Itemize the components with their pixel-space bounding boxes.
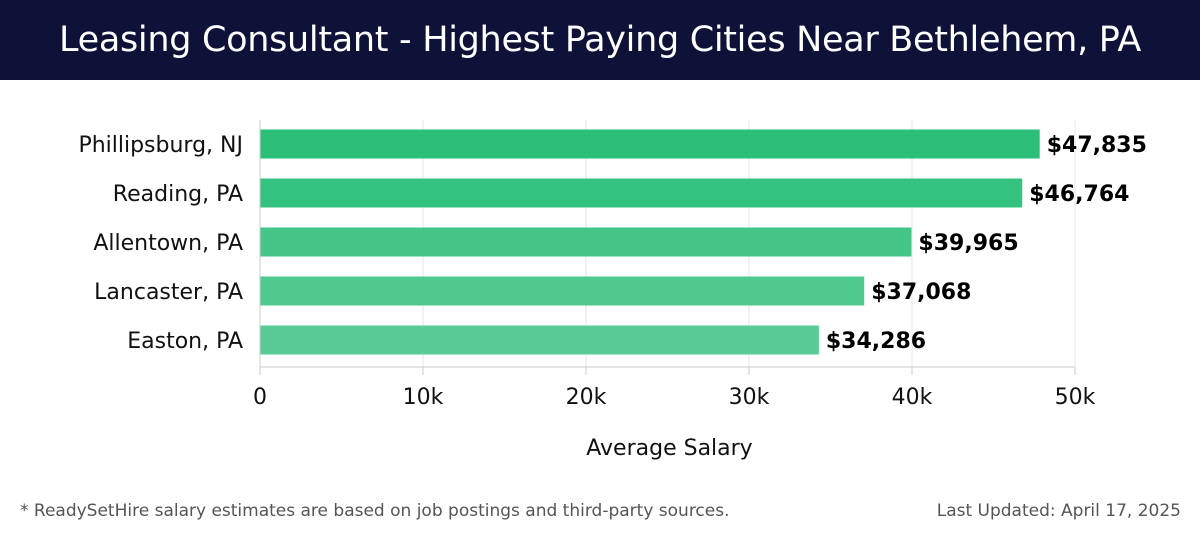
axes: 0 10k 20k 30k 40k 50k — [253, 120, 1096, 410]
bars — [260, 129, 1040, 355]
value-label: $39,965 — [918, 231, 1018, 256]
category-label: Phillipsburg, NJ — [78, 133, 243, 158]
labels: Phillipsburg, NJ $47,835 Reading, PA $46,76… — [78, 133, 1146, 354]
bar — [260, 325, 819, 355]
value-label: $46,764 — [1029, 182, 1129, 207]
category-label: Lancaster, PA — [94, 280, 243, 305]
x-tick-label: 20k — [566, 385, 607, 410]
x-tick-label: 10k — [403, 385, 444, 410]
footnote: * ReadySetHire salary estimates are base… — [20, 501, 730, 521]
bar — [260, 227, 912, 257]
value-label: $47,835 — [1047, 133, 1147, 158]
value-label: $34,286 — [826, 329, 926, 354]
category-label: Reading, PA — [113, 182, 243, 207]
value-label: $37,068 — [871, 280, 971, 305]
x-tick-label: 0 — [253, 385, 267, 410]
bar — [260, 129, 1040, 159]
x-tick-label: 40k — [892, 385, 933, 410]
x-tick-label: 30k — [729, 385, 770, 410]
x-tick-label: 50k — [1055, 385, 1096, 410]
category-label: Allentown, PA — [93, 231, 243, 256]
category-label: Easton, PA — [127, 329, 243, 354]
x-axis-title: Average Salary — [586, 436, 752, 461]
chart-title: Leasing Consultant - Highest Paying Citi… — [59, 20, 1141, 60]
bar-chart: 0 10k 20k 30k 40k 50k Phillipsburg, NJ $47,835… — [78, 120, 1147, 461]
last-updated: Last Updated: April 17, 2025 — [936, 501, 1181, 521]
bar — [260, 178, 1023, 208]
bar — [260, 276, 865, 306]
chart-header: Leasing Consultant - Highest Paying Citi… — [0, 0, 1200, 80]
